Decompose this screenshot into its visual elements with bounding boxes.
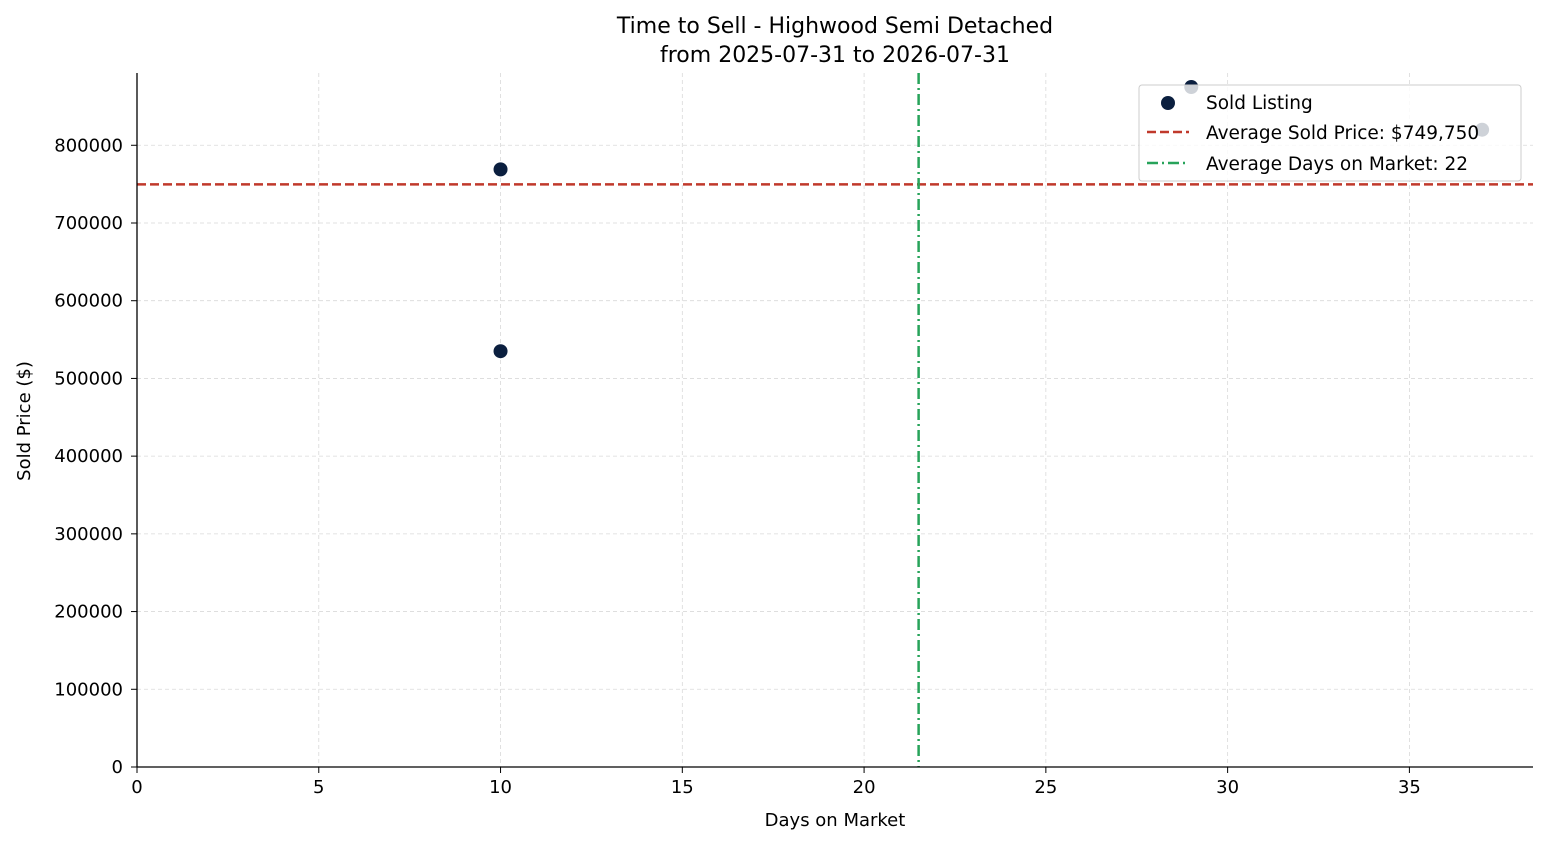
y-tick-label: 600000 (54, 291, 123, 312)
x-tick-label: 35 (1398, 777, 1421, 798)
x-tick-label: 15 (671, 777, 694, 798)
y-axis-label: Sold Price ($) (14, 361, 35, 481)
legend-label-sold-listing: Sold Listing (1206, 93, 1313, 114)
y-tick-label: 0 (112, 757, 123, 778)
x-tick-label: 30 (1216, 777, 1239, 798)
y-tick-label: 500000 (54, 368, 123, 389)
legend-marker-sold-listing (1161, 96, 1175, 110)
x-tick-label: 25 (1034, 777, 1057, 798)
chart-subtitle: from 2025-07-31 to 2026-07-31 (660, 43, 1010, 68)
y-tick-label: 700000 (54, 213, 123, 234)
x-tick-label: 0 (131, 777, 142, 798)
x-tick-label: 20 (853, 777, 876, 798)
x-tick-label: 5 (313, 777, 324, 798)
y-tick-label: 300000 (54, 524, 123, 545)
y-axis-ticks: 0 100000 200000 300000 400000 500000 600000 700… (54, 135, 137, 778)
axes (136, 73, 1533, 768)
chart-title: Time to Sell - Highwood Semi Detached (616, 14, 1053, 39)
legend-frame (1138, 84, 1522, 182)
sold-listing-point (493, 162, 508, 177)
legend-label-average-price: Average Sold Price: $749,750 (1206, 123, 1479, 144)
y-tick-label: 100000 (54, 679, 123, 700)
y-tick-label: 400000 (54, 446, 123, 467)
reference-lines (137, 73, 1533, 767)
sold-listing-point (493, 344, 508, 359)
x-axis-ticks: 0 5 10 15 20 25 30 35 (131, 767, 1421, 798)
y-tick-label: 800000 (54, 135, 123, 156)
x-axis-label: Days on Market (765, 810, 906, 831)
legend-label-average-days: Average Days on Market: 22 (1206, 154, 1468, 175)
chart-legend: Sold Listing Average Sold Price: $749,75… (1138, 84, 1522, 182)
y-tick-label: 200000 (54, 602, 123, 623)
x-tick-label: 10 (489, 777, 512, 798)
